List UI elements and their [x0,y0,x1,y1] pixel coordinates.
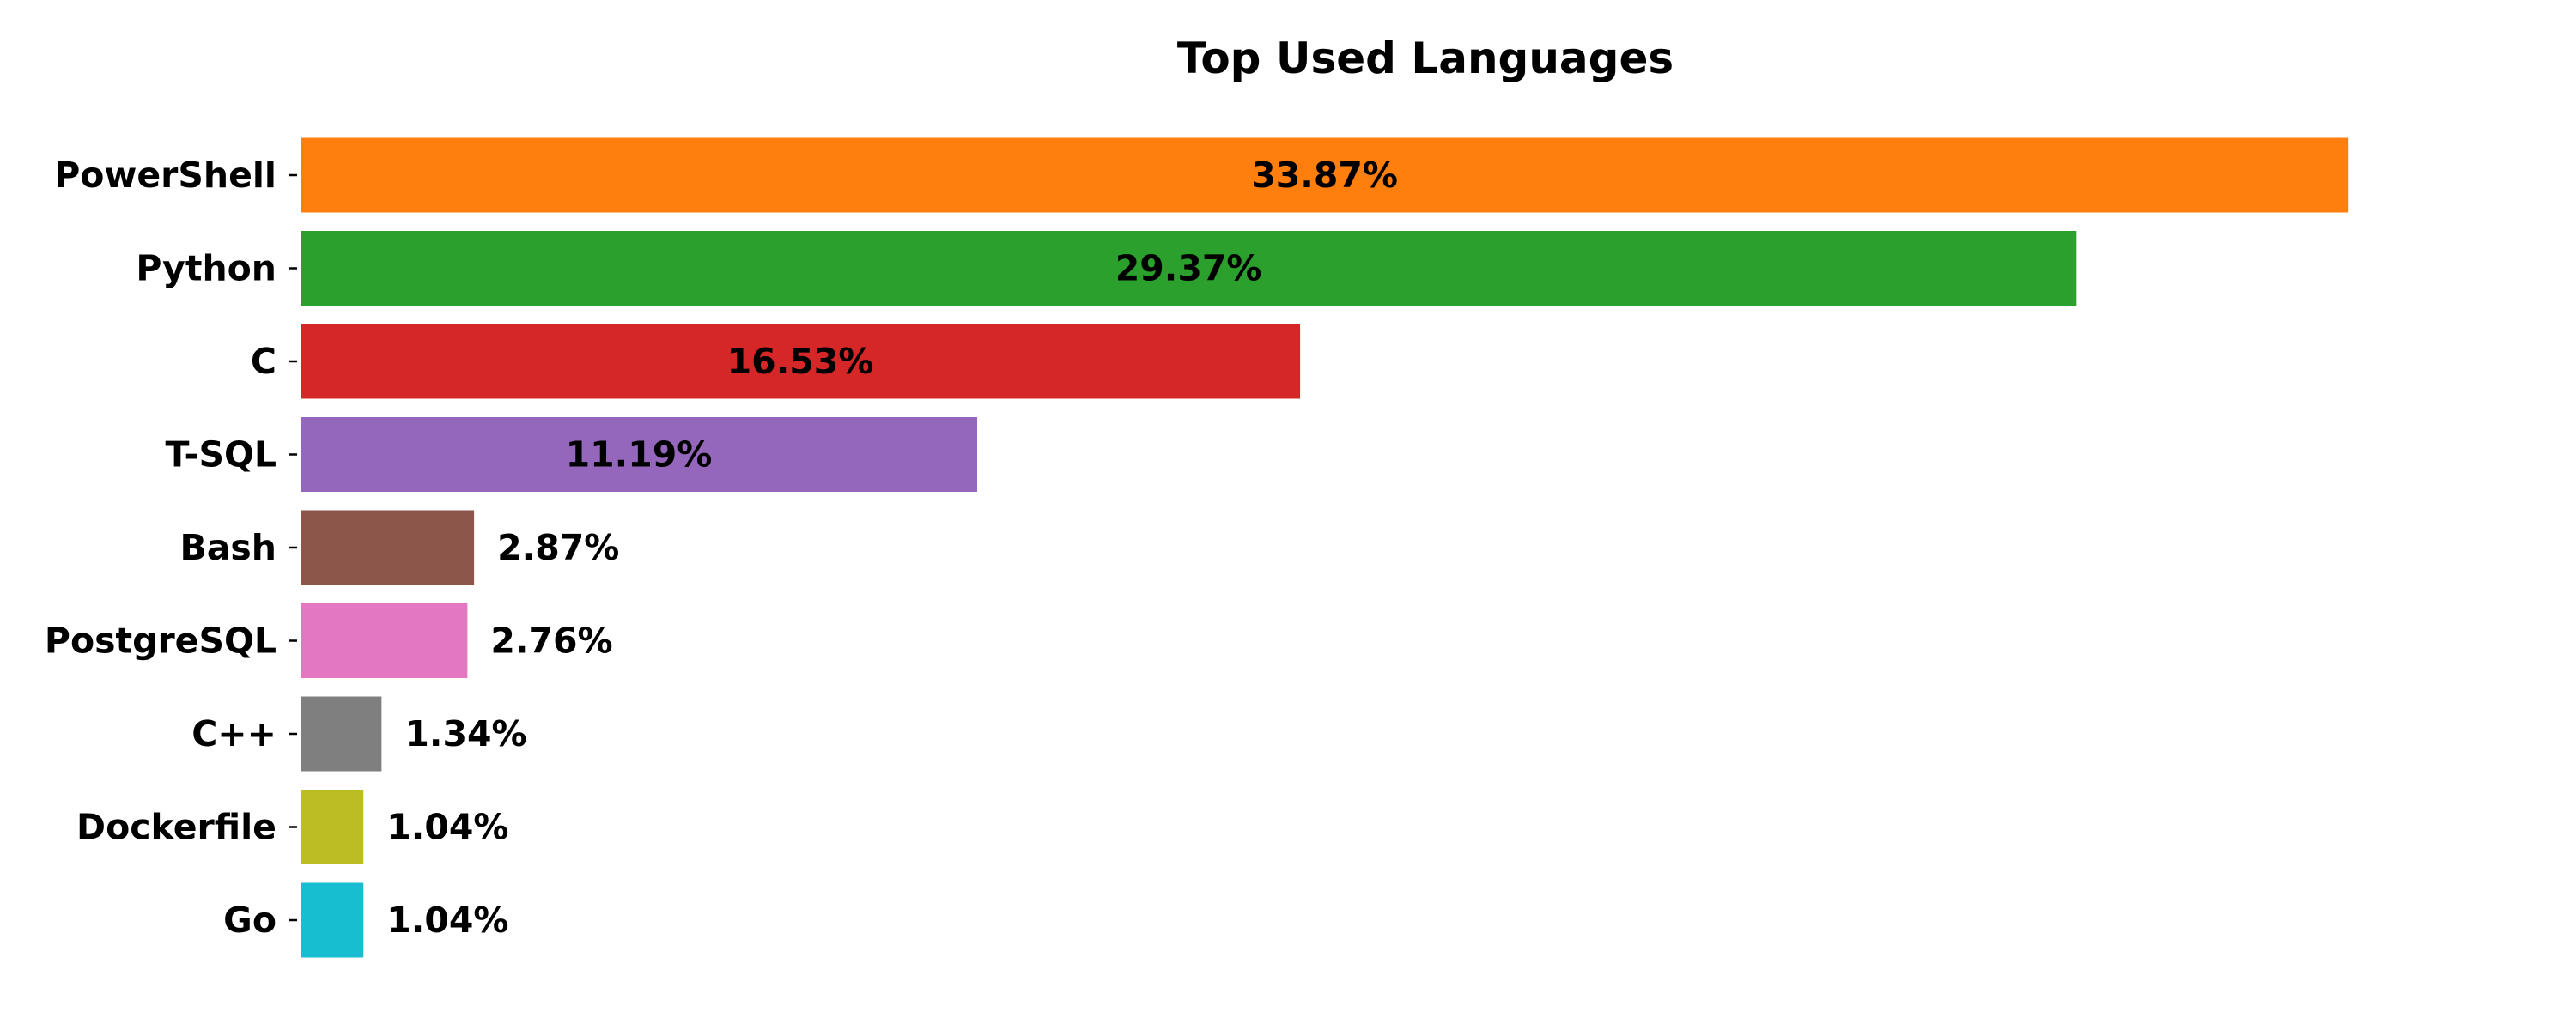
data-label-powershell: 33.87% [1251,154,1398,196]
tick-label-t-sql: T-SQL [166,434,276,476]
data-label-c: 16.53% [727,341,874,382]
y-axis: PowerShell Python C T-SQL Bash PostgreSQL C++ D… [45,154,297,941]
tick-label-powershell: PowerShell [54,154,276,196]
tick-label-dockerfile: Dockerfile [76,807,276,848]
tick-label-go: Go [223,900,276,941]
data-label-python: 29.37% [1115,248,1262,289]
data-label-go: 1.04% [386,900,508,941]
data-labels: 33.87% 29.37% 16.53% 11.19% 2.87% 2.76% 1.34% 1… [386,154,1398,941]
bar-go [301,882,364,958]
tick-label-postgresql: PostgreSQL [45,621,276,662]
data-label-cplusplus: 1.34% [404,713,526,754]
bar-bash [301,510,475,585]
tick-label-python: Python [136,248,276,289]
tick-label-bash: Bash [179,527,276,568]
data-label-t-sql: 11.19% [566,434,713,476]
bar-c [301,324,1301,399]
bar-cplusplus [301,696,382,772]
data-label-bash: 2.87% [497,527,619,568]
bar-powershell [301,137,2349,213]
data-label-dockerfile: 1.04% [386,807,508,848]
tick-label-c: C [251,341,276,382]
bar-t-sql [301,417,978,492]
bar-python [301,231,2077,306]
bar-dockerfile [301,790,364,864]
chart-title: Top Used Languages [1177,33,1674,83]
bar-postgresql [301,603,468,678]
tick-label-cplusplus: C++ [191,713,276,754]
bars [301,137,2349,958]
data-label-postgresql: 2.76% [490,621,612,662]
